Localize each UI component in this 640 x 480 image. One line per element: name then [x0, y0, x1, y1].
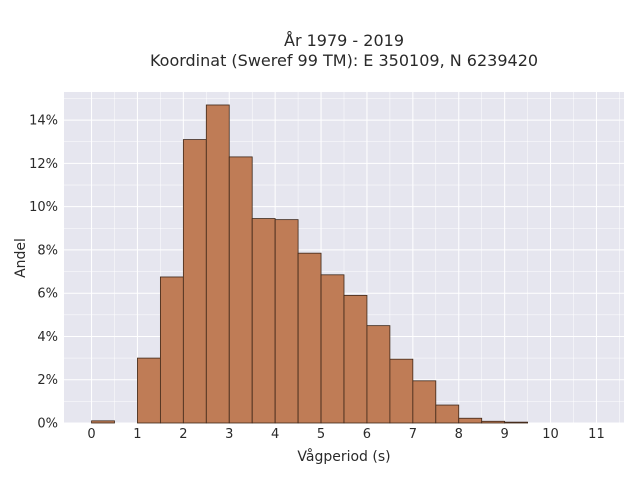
y-tick-label: 14% — [29, 114, 58, 129]
histogram-bar — [91, 420, 115, 424]
x-tick-label: 2 — [179, 427, 187, 442]
bars — [91, 104, 529, 424]
histogram-bar — [274, 219, 299, 424]
x-tick-label: 10 — [542, 427, 559, 442]
histogram-bar — [137, 357, 161, 424]
histogram-bar — [412, 380, 437, 424]
x-axis-ticks: 0 1 2 3 4 5 6 7 8 9 10 11 — [87, 427, 604, 442]
histogram-bar — [320, 274, 345, 424]
chart-title-line1: År 1979 - 2019 — [284, 31, 404, 50]
y-tick-label: 4% — [37, 330, 58, 345]
histogram-bar — [343, 294, 368, 424]
y-tick-label: 10% — [29, 200, 58, 215]
x-tick-label: 11 — [588, 427, 605, 442]
y-axis-label: Andel — [13, 238, 29, 278]
histogram-bar — [435, 404, 460, 424]
x-tick-label: 5 — [317, 427, 325, 442]
x-axis-label: Vågperiod (s) — [297, 448, 390, 465]
histogram-bar — [481, 420, 506, 424]
histogram-bar — [228, 156, 253, 424]
histogram-bar — [366, 325, 391, 424]
x-tick-label: 8 — [455, 427, 463, 442]
x-tick-label: 6 — [363, 427, 371, 442]
y-tick-label: 6% — [37, 287, 58, 302]
histogram-bar — [389, 358, 414, 424]
y-tick-label: 8% — [37, 243, 58, 258]
x-tick-label: 4 — [271, 427, 279, 442]
histogram-bar — [297, 252, 322, 424]
x-tick-label: 9 — [501, 427, 509, 442]
x-tick-label: 7 — [409, 427, 417, 442]
histogram-bar — [159, 276, 184, 424]
x-tick-label: 1 — [133, 427, 141, 442]
y-tick-label: 0% — [37, 417, 58, 432]
y-tick-label: 2% — [37, 373, 58, 388]
histogram-bar — [458, 417, 483, 424]
chart-title-line2: Koordinat (Sweref 99 TM): E 350109, N 62… — [150, 51, 538, 70]
x-tick-label: 0 — [87, 427, 95, 442]
histogram-bar — [504, 421, 529, 424]
y-tick-label: 12% — [29, 157, 58, 172]
x-tick-label: 3 — [225, 427, 233, 442]
y-axis-ticks: 0% 2% 4% 6% 8% 10% 12% 14% — [29, 114, 58, 432]
histogram-bar — [251, 218, 276, 424]
histogram-bar — [182, 139, 207, 424]
histogram-bar — [205, 104, 230, 424]
